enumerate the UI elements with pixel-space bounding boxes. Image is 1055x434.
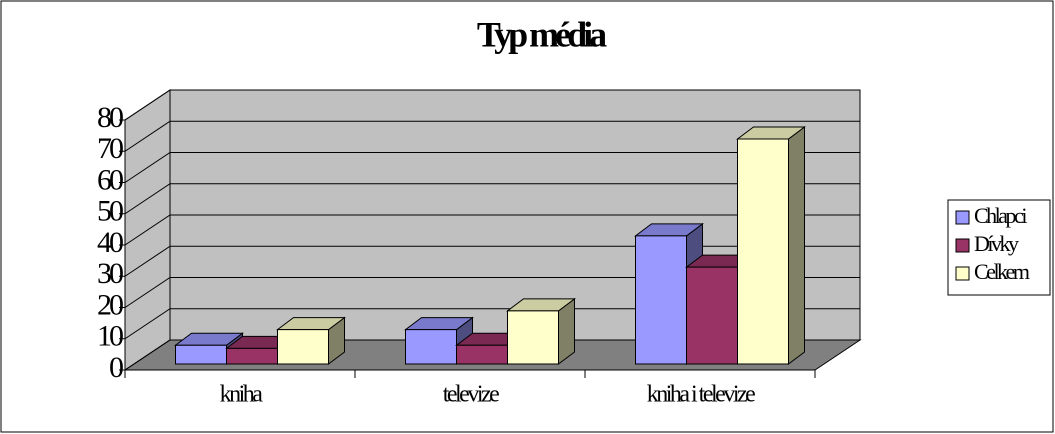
legend-swatch	[955, 266, 970, 281]
legend-label: Chlapci	[974, 203, 1027, 228]
bar	[507, 310, 559, 365]
grid-line	[124, 339, 860, 371]
grid-line	[124, 89, 860, 121]
grid-line	[124, 183, 860, 215]
x-tick-label: kniha i televize	[647, 382, 755, 408]
grid-line	[124, 308, 860, 340]
bar	[686, 266, 738, 365]
bar	[456, 344, 508, 365]
grid-line	[124, 120, 860, 152]
bar	[175, 344, 227, 365]
grid-line	[124, 214, 860, 246]
y-tick-label: 70	[97, 132, 123, 165]
bar	[737, 138, 789, 365]
bar	[405, 329, 457, 365]
y-tick-label: 10	[97, 320, 123, 353]
grid-line	[124, 152, 860, 183]
legend-label: Dívky	[974, 231, 1019, 256]
legend-swatch	[955, 210, 970, 225]
y-tick-label: 30	[97, 257, 123, 290]
grid-line	[124, 277, 860, 308]
bar	[635, 235, 687, 365]
y-tick-label: 80	[97, 101, 123, 134]
y-tick-label: 20	[97, 288, 123, 321]
legend-label: Celkem	[974, 259, 1030, 284]
y-tick-label: 60	[97, 163, 123, 196]
y-tick-label: 0	[109, 351, 123, 384]
bar	[226, 347, 278, 365]
bar	[277, 329, 329, 365]
y-tick-label: 40	[97, 226, 123, 259]
x-tick-label: televize	[443, 382, 499, 408]
grid-line	[124, 245, 860, 277]
bar-side	[788, 126, 805, 365]
chart-title: Typ média	[477, 14, 607, 54]
legend-swatch	[955, 238, 970, 253]
y-tick-label: 50	[97, 195, 123, 228]
x-tick-label: kniha	[220, 382, 264, 408]
